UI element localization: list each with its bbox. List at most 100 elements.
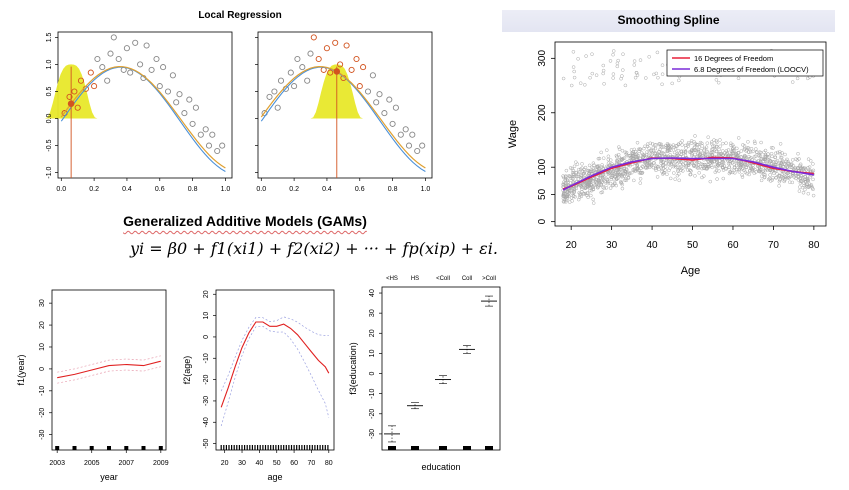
wage-point bbox=[653, 146, 658, 151]
wage-point bbox=[777, 184, 781, 188]
rug-mark bbox=[411, 446, 419, 450]
wage-point bbox=[754, 147, 758, 151]
rug-mark bbox=[225, 445, 227, 450]
data-point bbox=[104, 77, 111, 84]
wage-point bbox=[601, 185, 605, 190]
wage-point bbox=[565, 196, 569, 201]
upper-band bbox=[57, 355, 161, 373]
education-x-label: education bbox=[421, 462, 460, 472]
wage-point bbox=[660, 169, 664, 174]
gam-title: Generalized Additive Models (GAMs) bbox=[123, 213, 367, 229]
wage-point bbox=[805, 178, 810, 183]
wage-point bbox=[761, 169, 765, 173]
wage-point bbox=[562, 199, 567, 204]
wage-point bbox=[724, 141, 728, 145]
wage-point bbox=[668, 166, 672, 170]
rug-mark bbox=[314, 445, 316, 450]
wage-point bbox=[686, 161, 691, 166]
wage-point bbox=[686, 163, 691, 167]
wage-point bbox=[788, 165, 793, 169]
x-tick-label: 0.2 bbox=[289, 186, 299, 193]
wage-point bbox=[616, 159, 620, 164]
data-point bbox=[299, 64, 306, 71]
wage-point bbox=[654, 168, 658, 173]
wage-point bbox=[803, 187, 807, 192]
wage-point bbox=[696, 149, 701, 154]
wage-point bbox=[689, 150, 693, 155]
y-tick-label: 0.0 bbox=[46, 114, 53, 124]
wage-point bbox=[663, 168, 667, 172]
wage-point bbox=[750, 169, 754, 173]
wage-point bbox=[576, 177, 581, 181]
wage-point bbox=[711, 144, 715, 148]
wage-point bbox=[561, 196, 566, 201]
wage-point bbox=[642, 153, 646, 157]
wage-point bbox=[758, 154, 763, 158]
wage-point bbox=[730, 147, 735, 151]
wage-point bbox=[736, 136, 741, 140]
y-tick-label: -10 bbox=[203, 353, 210, 363]
wage-point bbox=[612, 181, 617, 185]
wage-point bbox=[601, 156, 606, 160]
rug-mark bbox=[231, 445, 233, 450]
education-plot-frame bbox=[381, 286, 501, 451]
wage-point bbox=[714, 168, 719, 173]
data-point bbox=[274, 104, 281, 111]
wage-point bbox=[599, 190, 603, 195]
rug-mark bbox=[233, 445, 235, 450]
wage-point bbox=[737, 166, 742, 171]
wage-point bbox=[566, 188, 571, 193]
rug-mark bbox=[236, 445, 238, 450]
wage-point bbox=[574, 174, 578, 178]
wage-point bbox=[733, 171, 737, 175]
wage-point bbox=[676, 148, 681, 153]
rug-mark bbox=[246, 445, 248, 450]
wage-point bbox=[610, 183, 615, 188]
wage-point bbox=[789, 162, 794, 166]
wage-point bbox=[668, 176, 673, 181]
wage-point bbox=[771, 176, 775, 180]
wage-point bbox=[674, 159, 678, 164]
rug-mark bbox=[254, 445, 256, 450]
rug-mark bbox=[327, 445, 329, 450]
wage-point bbox=[730, 149, 734, 154]
wage-point bbox=[602, 182, 606, 187]
x-tick-label: 0.6 bbox=[355, 186, 365, 193]
data-point bbox=[94, 55, 101, 63]
wage-point bbox=[728, 169, 732, 174]
wage-point bbox=[797, 189, 802, 193]
wage-point bbox=[653, 143, 657, 147]
wage-point bbox=[679, 166, 684, 171]
y-tick-label: 20 bbox=[39, 321, 46, 329]
data-point bbox=[307, 50, 314, 57]
wage-point bbox=[571, 168, 575, 173]
wage-point bbox=[717, 147, 721, 152]
data-point bbox=[386, 96, 393, 103]
wage-point bbox=[714, 139, 719, 143]
data-point bbox=[419, 142, 426, 149]
data-point bbox=[127, 69, 134, 76]
true-function-curve bbox=[60, 66, 226, 172]
wage-point bbox=[595, 164, 600, 168]
wage-point bbox=[695, 160, 700, 164]
rug-mark bbox=[311, 445, 313, 450]
wage-point bbox=[786, 159, 790, 164]
wage-point bbox=[757, 167, 762, 172]
wage-point bbox=[689, 169, 693, 173]
category-label: HS bbox=[411, 276, 419, 282]
data-point bbox=[107, 50, 114, 57]
x-tick-label: 80 bbox=[325, 460, 333, 467]
wage-point bbox=[611, 76, 615, 80]
data-point bbox=[405, 142, 413, 149]
wage-point bbox=[675, 152, 680, 156]
data-point bbox=[197, 131, 204, 138]
spline-y-axis-label: Wage bbox=[507, 120, 519, 148]
wage-point bbox=[606, 154, 611, 159]
wage-point bbox=[700, 162, 705, 167]
wage-point bbox=[692, 163, 697, 168]
wage-point bbox=[753, 141, 757, 146]
fitted-point-right bbox=[333, 68, 341, 75]
wage-point bbox=[706, 160, 711, 164]
wage-point bbox=[645, 150, 649, 154]
